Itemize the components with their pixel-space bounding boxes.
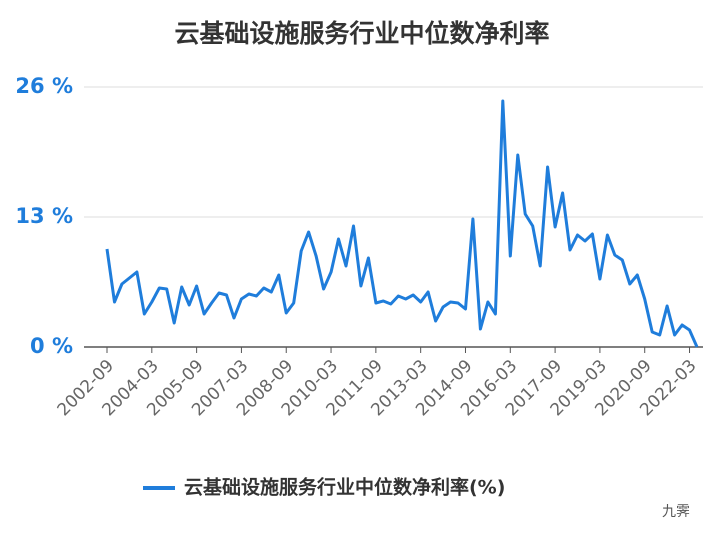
legend-label: 云基础设施服务行业中位数净利率(%) xyxy=(184,476,505,499)
chart-title: 云基础设施服务行业中位数净利率 xyxy=(174,19,549,48)
y-tick-label: 26 % xyxy=(15,74,73,98)
watermark: 九霁 xyxy=(662,504,690,520)
data-line xyxy=(105,99,699,348)
y-tick-label: 13 % xyxy=(15,204,73,228)
y-tick-label: 0 % xyxy=(30,334,73,358)
